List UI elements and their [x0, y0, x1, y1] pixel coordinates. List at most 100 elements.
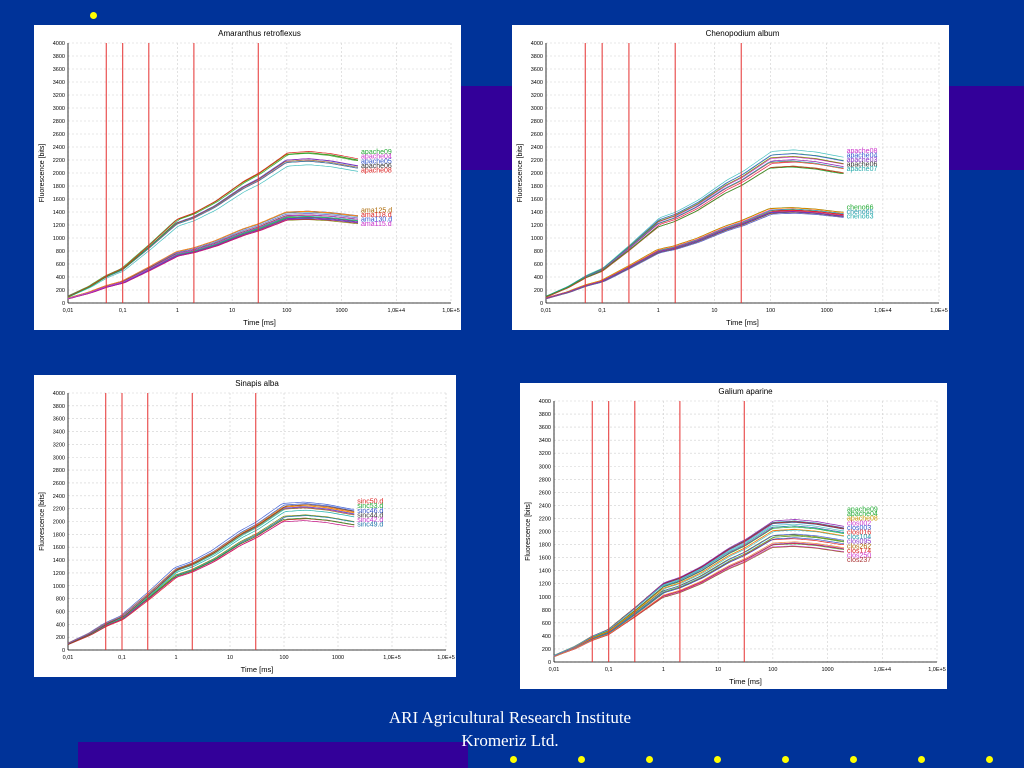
y-tick-label: 3200 — [531, 93, 543, 99]
series-label: apache06 — [361, 163, 392, 170]
footer-institute: ARI Agricultural Research Institute — [388, 708, 632, 727]
x-tick-label: 1000 — [821, 308, 833, 314]
y-tick-label: 1200 — [53, 571, 65, 577]
bullet-icon — [90, 12, 97, 19]
series-line — [67, 517, 355, 645]
series-label: clos250 — [847, 552, 871, 559]
series-label: sinc46.d — [357, 508, 383, 515]
series-label: apache04 — [847, 511, 878, 518]
chart-title: Chenopodium album — [706, 29, 780, 38]
y-tick-label: 2800 — [539, 477, 551, 483]
chart-sinapis-svg: 0 200 400 600 800 1000 1200 1400 1600 1800 2000 220… — [39, 379, 455, 674]
series-line — [67, 151, 359, 298]
y-tick-label: 1000 — [531, 236, 543, 242]
series-line — [67, 501, 355, 644]
series-label: clos003 — [847, 525, 871, 532]
x-tick-label: 1,0E+5 — [930, 308, 948, 314]
series-label: clos002 — [847, 520, 871, 527]
y-tick-label: 4000 — [539, 399, 551, 405]
bullet-icon — [850, 756, 857, 763]
x-tick-label: 1 — [174, 655, 177, 661]
series-line — [553, 542, 845, 658]
series-line — [67, 515, 355, 645]
y-tick-label: 2600 — [531, 132, 543, 138]
x-tick-label: 0,01 — [549, 667, 560, 673]
x-tick-label: 1000 — [335, 308, 347, 314]
x-tick-label: 10 — [229, 308, 235, 314]
y-tick-label: 2200 — [531, 158, 543, 164]
series-label: ama118.d — [361, 212, 392, 219]
series-label: apache06 — [847, 162, 878, 169]
series-label: apache09 — [847, 506, 878, 513]
y-tick-label: 1400 — [539, 569, 551, 575]
y-tick-label: 3400 — [53, 80, 65, 86]
series-label: apache04 — [361, 154, 392, 161]
series-line — [67, 218, 359, 300]
y-tick-label: 1000 — [539, 595, 551, 601]
series-label: sinc50.d — [357, 499, 383, 506]
y-tick-label: 1400 — [531, 210, 543, 216]
chart-title: Galium aparine — [718, 387, 773, 396]
bullet-icon — [714, 756, 721, 763]
x-tick-label: 1 — [176, 308, 179, 314]
y-tick-label: 3200 — [53, 93, 65, 99]
series-label: sinc53.d — [357, 503, 383, 510]
series-line — [67, 520, 355, 644]
series-label: apache08 — [361, 168, 392, 175]
x-tick-label: 10 — [715, 667, 721, 673]
y-tick-label: 0 — [62, 301, 65, 307]
y-tick-label: 3000 — [531, 106, 543, 112]
chart-chenopodium: 0 200 400 600 800 1000 1200 1400 1600 1800 2000 220… — [512, 25, 949, 330]
x-axis-label: Time [ms] — [726, 318, 759, 327]
y-tick-label: 200 — [534, 288, 543, 294]
y-tick-label: 3800 — [53, 404, 65, 410]
bullet-icon — [510, 756, 517, 763]
y-tick-label: 1200 — [539, 582, 551, 588]
series-line — [553, 541, 845, 657]
chart-sinapis: 0 200 400 600 800 1000 1200 1400 1600 1800 2000 220… — [34, 375, 456, 677]
y-tick-label: 1200 — [531, 223, 543, 229]
chart-chenopodium-svg: 0 200 400 600 800 1000 1200 1400 1600 1800 2000 220… — [517, 29, 948, 327]
chart-amaranthus-svg: 0 200 400 600 800 1000 1200 1400 1600 1800 2000 220… — [39, 29, 460, 327]
y-tick-label: 1000 — [53, 584, 65, 590]
x-tick-label: 0,1 — [119, 308, 127, 314]
x-tick-label: 100 — [282, 308, 291, 314]
y-tick-label: 3400 — [53, 430, 65, 436]
y-tick-label: 3000 — [53, 106, 65, 112]
y-tick-label: 200 — [56, 635, 65, 641]
series-line — [67, 211, 359, 299]
y-tick-label: 2600 — [539, 490, 551, 496]
y-tick-label: 3400 — [531, 80, 543, 86]
y-tick-label: 1800 — [53, 532, 65, 538]
series-label: ama125.d — [361, 207, 392, 214]
y-tick-label: 1800 — [539, 543, 551, 549]
y-tick-label: 3600 — [539, 425, 551, 431]
series-line — [545, 149, 844, 298]
y-tick-label: 3000 — [53, 455, 65, 461]
y-tick-label: 400 — [542, 634, 551, 640]
x-tick-label: 100 — [768, 667, 777, 673]
y-tick-label: 1600 — [531, 197, 543, 203]
series-line — [545, 211, 844, 299]
y-tick-label: 0 — [548, 660, 551, 666]
y-tick-label: 2400 — [53, 145, 65, 151]
y-tick-label: 1800 — [531, 184, 543, 190]
y-tick-label: 800 — [534, 249, 543, 255]
x-tick-label: 1,0E+5 — [928, 667, 946, 673]
y-tick-label: 800 — [56, 597, 65, 603]
y-tick-label: 600 — [56, 609, 65, 615]
x-tick-label: 1,0E+4 — [874, 308, 892, 314]
y-tick-label: 600 — [56, 262, 65, 268]
series-label: apache09 — [361, 149, 392, 156]
y-tick-label: 4000 — [531, 41, 543, 47]
y-tick-label: 2200 — [53, 507, 65, 513]
bullet-icon — [782, 756, 789, 763]
series-line — [545, 209, 844, 300]
y-tick-label: 1600 — [53, 545, 65, 551]
series-line — [553, 546, 845, 657]
footer: ARI Agricultural Research Institute Krom… — [300, 706, 720, 752]
x-tick-label: 1,0E+4 — [387, 308, 405, 314]
x-tick-label: 100 — [279, 655, 288, 661]
y-tick-label: 400 — [534, 275, 543, 281]
series-line — [67, 518, 355, 646]
